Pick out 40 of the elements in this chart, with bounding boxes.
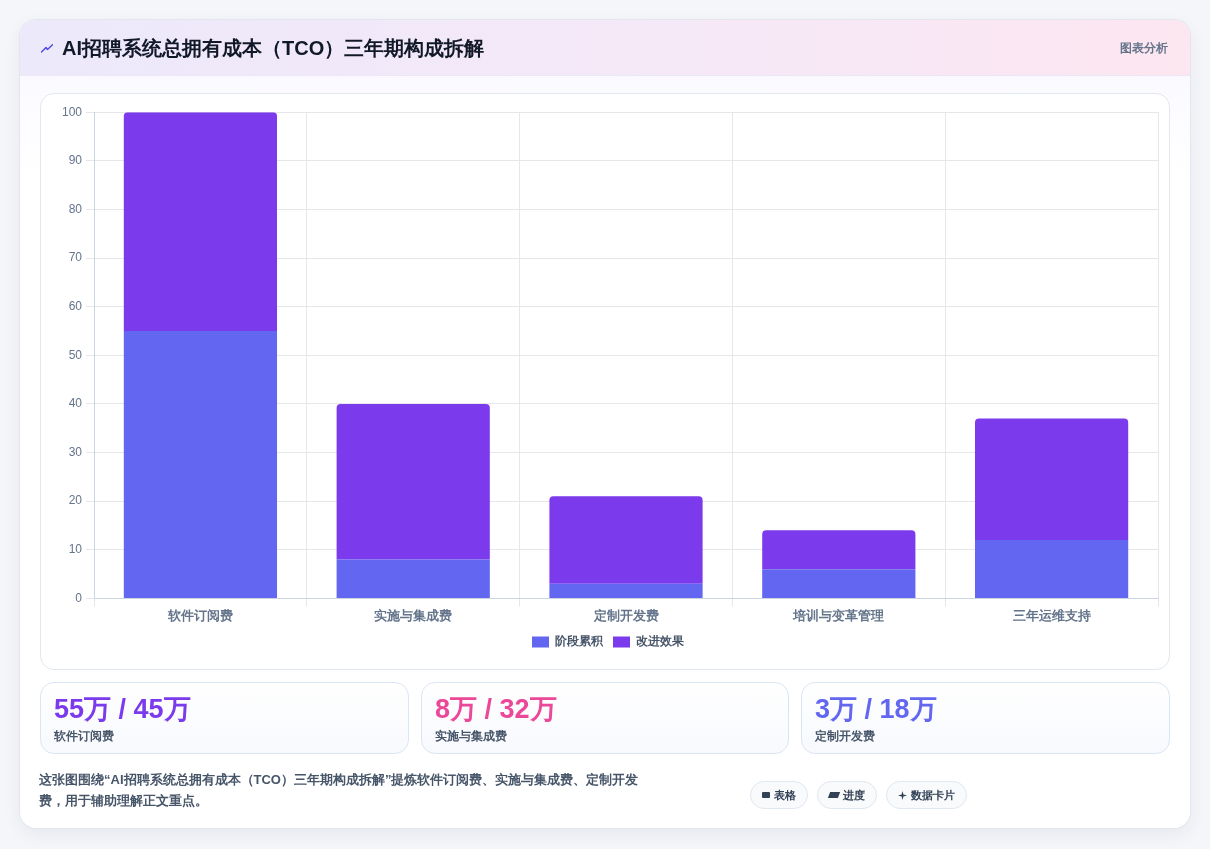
tag-chip: 表格 xyxy=(750,781,808,809)
text: 图表分析 xyxy=(1120,40,1168,57)
tag-chip: 数据卡片 xyxy=(886,781,967,809)
y-tick-label: 30 xyxy=(68,444,83,459)
bar xyxy=(975,540,1129,598)
bar xyxy=(336,403,490,560)
text: 55万 / 45万 xyxy=(54,693,191,726)
text: 这张图围绕“AI招聘系统总拥有成本（TCO）三年期构成拆解”提炼软件订阅费、实施与集成费、定制开发费，用于辅助理解正文重点。 xyxy=(39,771,640,810)
x-tick-label: 培训与变革管理 xyxy=(792,607,885,623)
legend-label: 改进效果 xyxy=(636,634,685,649)
bar xyxy=(762,530,916,570)
text: 软件订阅费 xyxy=(54,728,114,744)
bar xyxy=(123,330,278,598)
y-tick-label: 60 xyxy=(68,298,83,313)
y-tick-label: 90 xyxy=(68,153,83,168)
y-tick-label: 80 xyxy=(68,201,83,216)
bar xyxy=(123,112,278,331)
text: 定制开发费 xyxy=(815,728,875,744)
text: 3万 / 18万 xyxy=(815,693,937,726)
x-tick-label: 实施与集成费 xyxy=(374,607,453,623)
chart-title: AI招聘系统总拥有成本（TCO）三年期构成拆解 xyxy=(62,36,485,61)
y-tick-label: 50 xyxy=(68,347,83,362)
x-tick-label: 软件订阅费 xyxy=(166,607,233,623)
bar xyxy=(975,418,1129,541)
bar xyxy=(762,569,916,598)
tag-chip: 进度 xyxy=(817,781,877,809)
y-tick-label: 10 xyxy=(68,542,83,557)
bar xyxy=(336,559,490,598)
bar xyxy=(549,583,703,598)
y-tick-label: 20 xyxy=(68,493,83,508)
x-tick-label: 定制开发费 xyxy=(592,607,659,623)
text: 实施与集成费 xyxy=(435,728,507,744)
y-tick-label: 70 xyxy=(68,250,83,265)
y-tick-label: 40 xyxy=(68,396,83,411)
y-tick-label: 100 xyxy=(61,104,83,119)
text: 8万 / 32万 xyxy=(435,693,557,726)
legend-label: 阶段累积 xyxy=(555,634,604,649)
y-tick-label: 0 xyxy=(75,590,83,605)
x-tick-label: 三年运维支持 xyxy=(1012,607,1091,623)
bar xyxy=(549,496,703,584)
